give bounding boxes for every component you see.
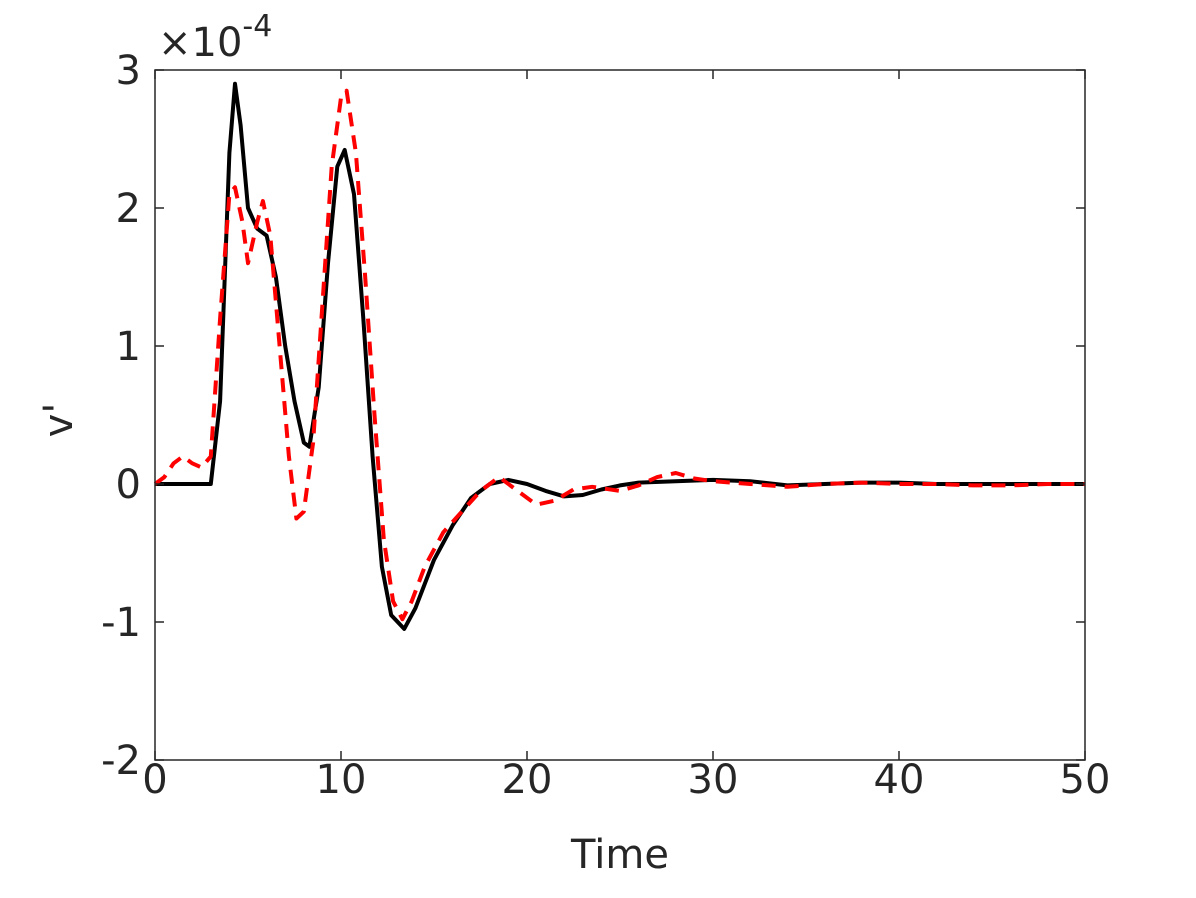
y-axis-label: v' [36, 403, 82, 438]
data-line [153, 88, 1085, 622]
y-tick-label: 3 [116, 48, 141, 94]
axes-box [154, 69, 1086, 761]
x-tick-label: 40 [874, 757, 925, 803]
y-multiplier-exponent: -4 [242, 9, 272, 44]
x-tick-label: 30 [688, 757, 739, 803]
y-multiplier: ×10-4 [158, 9, 272, 66]
y-tick-label: -1 [101, 600, 141, 646]
y-tick-label: 0 [116, 462, 141, 508]
x-axis-label: Time [570, 832, 669, 878]
y-tick-label: 2 [116, 186, 141, 232]
y-tick-label: -2 [101, 738, 141, 784]
y-multiplier-base: ×10 [158, 20, 242, 66]
x-tick-label: 50 [1060, 757, 1111, 803]
x-tick-label: 10 [316, 757, 367, 803]
y-tick-label: 1 [116, 324, 141, 370]
x-tick-label: 20 [502, 757, 553, 803]
x-tick-label: 0 [142, 757, 167, 803]
